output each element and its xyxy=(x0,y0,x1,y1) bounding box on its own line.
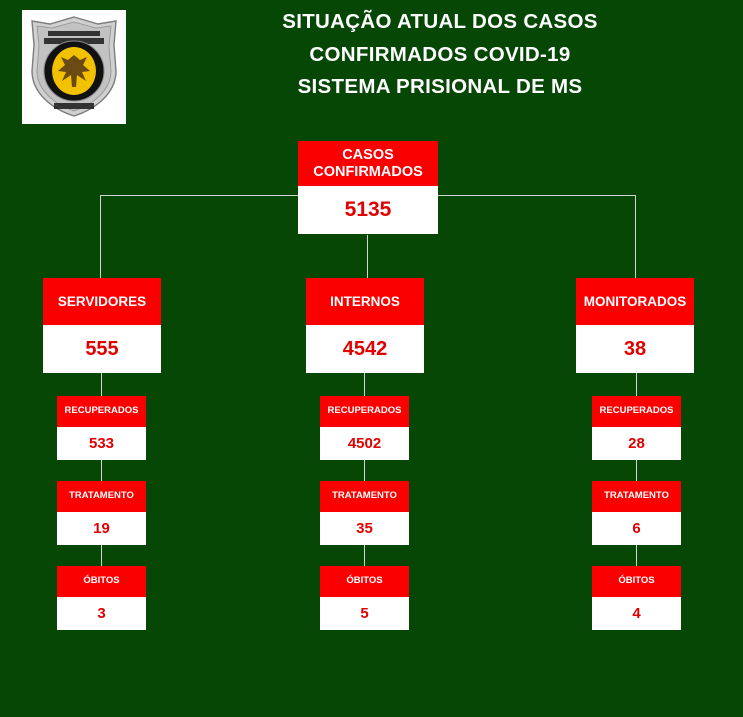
node-internos-tratamento-label: TRATAMENTO xyxy=(320,481,409,512)
connector-vertical-right xyxy=(635,195,636,278)
node-monitorados-obitos-label: ÓBITOS xyxy=(592,566,681,597)
node-casos-confirmados-value: 5135 xyxy=(298,186,438,234)
node-servidores-obitos[interactable]: ÓBITOS 3 xyxy=(57,566,146,630)
title-line-3: SISTEMA PRISIONAL DE MS xyxy=(297,75,583,98)
node-servidores-value: 555 xyxy=(43,325,161,373)
node-internos-obitos-label: ÓBITOS xyxy=(320,566,409,597)
node-internos-recuperados-value: 4502 xyxy=(320,427,409,460)
node-monitorados-tratamento-label: TRATAMENTO xyxy=(592,481,681,512)
node-casos-confirmados-label: CASOS CONFIRMADOS xyxy=(298,141,438,186)
node-internos-obitos-value: 5 xyxy=(320,597,409,630)
page-title: SITUAÇÃO ATUAL DOS CASOS CONFIRMADOS COV… xyxy=(150,6,730,104)
node-casos-confirmados-label-line1: CASOS xyxy=(342,147,394,164)
node-internos-value: 4542 xyxy=(306,325,424,373)
node-monitorados-obitos-value: 4 xyxy=(592,597,681,630)
node-servidores-recuperados[interactable]: RECUPERADOS 533 xyxy=(57,396,146,460)
title-line-1: SITUAÇÃO ATUAL DOS CASOS xyxy=(282,10,598,33)
badge-shield-icon xyxy=(31,16,117,117)
node-servidores-recuperados-value: 533 xyxy=(57,427,146,460)
node-monitorados[interactable]: MONITORADOS 38 xyxy=(576,278,694,373)
node-monitorados-recuperados[interactable]: RECUPERADOS 28 xyxy=(592,396,681,460)
node-servidores-obitos-label: ÓBITOS xyxy=(57,566,146,597)
connector-monitorados-obitos xyxy=(636,545,637,566)
connector-servidores-recuperados xyxy=(101,373,102,396)
title-line-2: CONFIRMADOS COVID-19 xyxy=(309,42,571,66)
connector-monitorados-recuperados xyxy=(636,373,637,396)
node-internos-recuperados-label: RECUPERADOS xyxy=(320,396,409,427)
header-banner: SITUAÇÃO ATUAL DOS CASOS CONFIRMADOS COV… xyxy=(0,0,743,130)
node-internos-obitos[interactable]: ÓBITOS 5 xyxy=(320,566,409,630)
node-servidores-tratamento[interactable]: TRATAMENTO 19 xyxy=(57,481,146,545)
node-internos-tratamento-value: 35 xyxy=(320,512,409,545)
node-monitorados-obitos[interactable]: ÓBITOS 4 xyxy=(592,566,681,630)
node-internos-tratamento[interactable]: TRATAMENTO 35 xyxy=(320,481,409,545)
node-servidores-label: SERVIDORES xyxy=(43,278,161,325)
node-monitorados-recuperados-value: 28 xyxy=(592,427,681,460)
node-internos[interactable]: INTERNOS 4542 xyxy=(306,278,424,373)
node-servidores-recuperados-label: RECUPERADOS xyxy=(57,396,146,427)
node-monitorados-tratamento[interactable]: TRATAMENTO 6 xyxy=(592,481,681,545)
connector-internos-obitos xyxy=(364,545,365,566)
node-servidores-tratamento-value: 19 xyxy=(57,512,146,545)
node-internos-recuperados[interactable]: RECUPERADOS 4502 xyxy=(320,396,409,460)
agepen-ms-prison-badge-icon xyxy=(22,10,126,124)
node-monitorados-label: MONITORADOS xyxy=(576,278,694,325)
connector-servidores-obitos xyxy=(101,545,102,566)
node-servidores-tratamento-label: TRATAMENTO xyxy=(57,481,146,512)
node-monitorados-tratamento-value: 6 xyxy=(592,512,681,545)
connector-vertical-left xyxy=(100,195,101,278)
connector-vertical-center xyxy=(367,235,368,278)
connector-monitorados-tratamento xyxy=(636,460,637,481)
connector-internos-recuperados xyxy=(364,373,365,396)
node-casos-confirmados-label-line2: CONFIRMADOS xyxy=(313,163,423,180)
node-monitorados-value: 38 xyxy=(576,325,694,373)
node-servidores-obitos-value: 3 xyxy=(57,597,146,630)
connector-internos-tratamento xyxy=(364,460,365,481)
node-internos-label: INTERNOS xyxy=(306,278,424,325)
node-casos-confirmados[interactable]: CASOS CONFIRMADOS 5135 xyxy=(298,141,438,234)
connector-servidores-tratamento xyxy=(101,460,102,481)
node-monitorados-recuperados-label: RECUPERADOS xyxy=(592,396,681,427)
node-servidores[interactable]: SERVIDORES 555 xyxy=(43,278,161,373)
